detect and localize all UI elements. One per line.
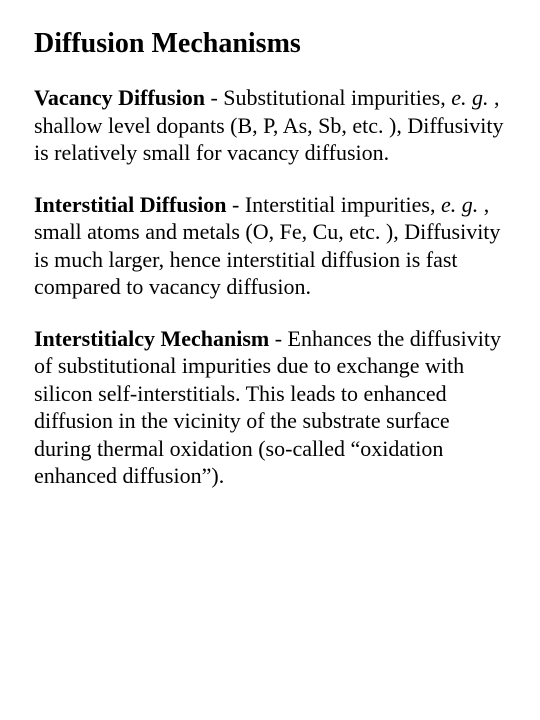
section-vacancy: Vacancy Diffusion - Substitutional impur…: [34, 84, 506, 167]
section-eg: e. g.: [441, 192, 484, 217]
section-eg: e. g.: [451, 85, 494, 110]
slide-page: Diffusion Mechanisms Vacancy Diffusion -…: [0, 0, 540, 720]
page-title: Diffusion Mechanisms: [34, 28, 506, 60]
section-heading: Interstitial Diffusion: [34, 192, 227, 217]
section-text: - Interstitial impurities,: [227, 192, 441, 217]
section-heading: Vacancy Diffusion: [34, 85, 205, 110]
section-interstitial: Interstitial Diffusion - Interstitial im…: [34, 191, 506, 301]
section-interstitialcy: Interstitialcy Mechanism - Enhances the …: [34, 325, 506, 490]
section-text: - Substitutional impurities,: [205, 85, 451, 110]
section-heading: Interstitialcy Mechanism: [34, 326, 269, 351]
